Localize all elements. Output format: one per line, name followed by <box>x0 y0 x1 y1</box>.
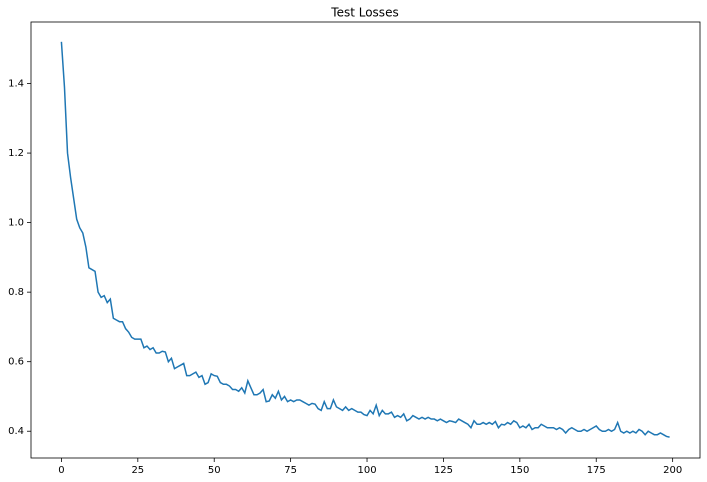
x-tick-label: 175 <box>587 465 606 476</box>
y-tick-label: 1.2 <box>8 148 24 159</box>
x-tick-label: 50 <box>208 465 221 476</box>
x-tick-label: 150 <box>510 465 529 476</box>
x-tick-label: 125 <box>434 465 453 476</box>
chart-title: Test Losses <box>330 6 398 20</box>
loss-line <box>60 41 670 438</box>
x-tick-label: 25 <box>131 465 144 476</box>
plot-frame <box>30 21 701 459</box>
y-tick-label: 1.0 <box>8 218 24 229</box>
y-tick-label: 0.8 <box>8 287 24 298</box>
y-tick-label: 0.4 <box>8 426 24 437</box>
x-tick-label: 0 <box>58 465 64 476</box>
x-tick-label: 100 <box>357 465 376 476</box>
x-tick-label: 75 <box>284 465 297 476</box>
y-tick-label: 0.6 <box>8 357 24 368</box>
y-tick-label: 1.4 <box>8 79 24 90</box>
x-tick-label: 200 <box>663 465 682 476</box>
